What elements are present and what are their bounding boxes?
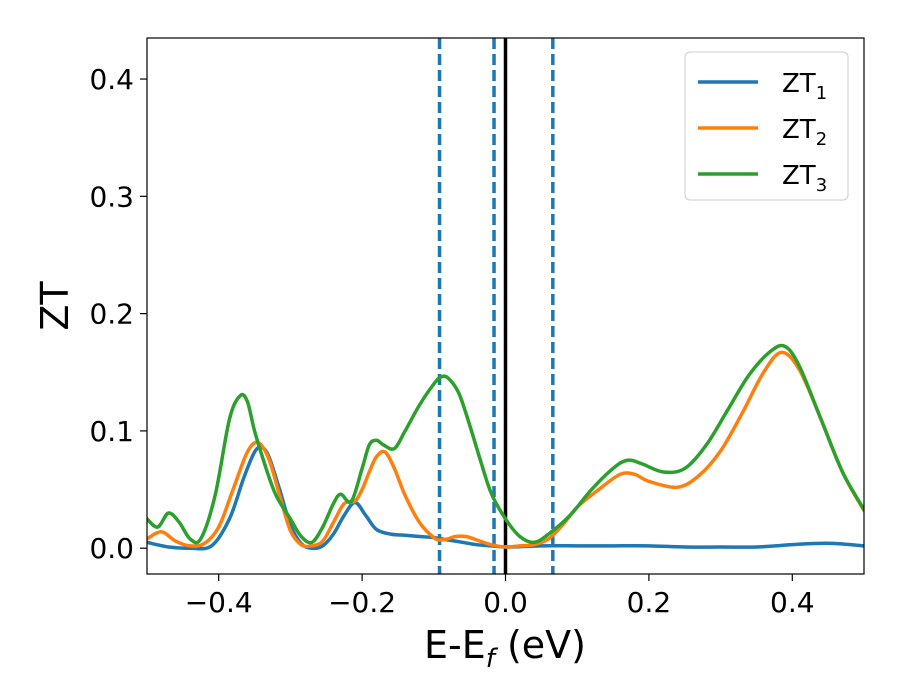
series-group: [147, 343, 864, 551]
series-line-zt1: [147, 445, 864, 551]
x-tick-label: 0.0: [483, 586, 528, 619]
y-axis: 0.0 0.1 0.2 0.3 0.4: [89, 63, 147, 565]
x-tick-label: 0.2: [627, 586, 672, 619]
x-axis: −0.4 −0.2 0.0 0.2 0.4: [185, 574, 815, 619]
y-tick-label: 0.0: [89, 532, 134, 565]
legend-label-zt2: ZT2: [782, 115, 827, 150]
y-tick-label: 0.2: [89, 298, 134, 331]
legend-box: [684, 51, 849, 201]
legend-label-zt3: ZT3: [782, 161, 827, 196]
series-line-zt3: [147, 343, 864, 545]
y-tick-label: 0.1: [89, 415, 134, 448]
x-tick-label: −0.2: [328, 586, 396, 619]
series-line-zt2: [147, 350, 864, 549]
legend-label-zt1: ZT1: [782, 69, 827, 104]
x-axis-title-unit: (eV): [495, 623, 586, 667]
reference-lines: [437, 38, 555, 574]
legend: ZT1 ZT2 ZT3: [684, 51, 849, 201]
y-tick-label: 0.3: [89, 180, 134, 213]
x-tick-label: −0.4: [185, 586, 253, 619]
y-tick-label: 0.4: [89, 63, 134, 96]
y-axis-title: ZT: [33, 281, 77, 331]
x-tick-label: 0.4: [770, 586, 815, 619]
x-axis-title: E-Ef (eV): [424, 623, 586, 674]
